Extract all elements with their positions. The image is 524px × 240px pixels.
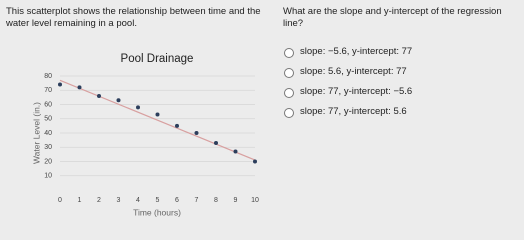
y-tick-label: 80 — [44, 73, 52, 80]
question: What are the slope and y-intercept of th… — [283, 6, 502, 29]
y-tick-label: 30 — [44, 144, 52, 151]
x-tick-label: 3 — [117, 197, 121, 204]
x-tick-label: 7 — [195, 197, 199, 204]
y-axis-label: Water Level (in.) — [31, 102, 41, 164]
data-point — [233, 149, 238, 154]
data-point — [253, 159, 257, 164]
y-tick-label: 10 — [44, 173, 52, 180]
x-tick-label: 5 — [156, 197, 160, 204]
data-point — [77, 85, 82, 90]
y-tick-label: 50 — [44, 116, 52, 123]
radio-button[interactable] — [284, 68, 294, 78]
data-point — [58, 82, 62, 87]
data-point — [116, 98, 121, 103]
x-axis-label: Time (hours) — [133, 207, 181, 217]
option-label[interactable]: slope: 77, y-intercept: −5.6 — [300, 86, 413, 97]
data-point — [136, 105, 140, 110]
data-point — [214, 140, 218, 145]
data-point — [194, 131, 199, 135]
x-tick-label: 1 — [78, 197, 82, 204]
radio-button[interactable] — [284, 48, 294, 58]
x-tick-label: 10 — [251, 197, 259, 204]
x-tick-label: 6 — [175, 197, 179, 204]
trendline — [59, 79, 256, 161]
x-tick-label: 8 — [214, 197, 218, 204]
chart-title: Pool Drainage — [121, 53, 194, 65]
prompt: This scatterplot shows the relationship … — [6, 6, 261, 29]
option-label[interactable]: slope: −5.6, y-intercept: 77 — [300, 46, 413, 57]
chart: Pool Drainage Time (hours) Water Level (… — [31, 53, 259, 217]
y-tick-label: 70 — [44, 87, 52, 94]
data-point — [97, 93, 101, 98]
data-point — [155, 112, 160, 117]
radio-button[interactable] — [284, 88, 294, 98]
x-tick-label: 2 — [97, 197, 101, 204]
x-tick-label: 0 — [58, 197, 62, 204]
option-label[interactable]: slope: 77, y-intercept: 5.6 — [300, 106, 407, 117]
y-tick-label: 40 — [44, 130, 52, 137]
y-tick-label: 20 — [44, 158, 52, 165]
data-point — [175, 123, 179, 128]
x-tick-label: 4 — [136, 197, 140, 204]
radio-button[interactable] — [284, 108, 294, 118]
x-tick-label: 9 — [234, 197, 238, 204]
option-label[interactable]: slope: 5.6, y-intercept: 77 — [300, 66, 407, 77]
page: This scatterplot shows the relationship … — [6, 6, 502, 218]
y-tick-label: 60 — [44, 101, 52, 108]
